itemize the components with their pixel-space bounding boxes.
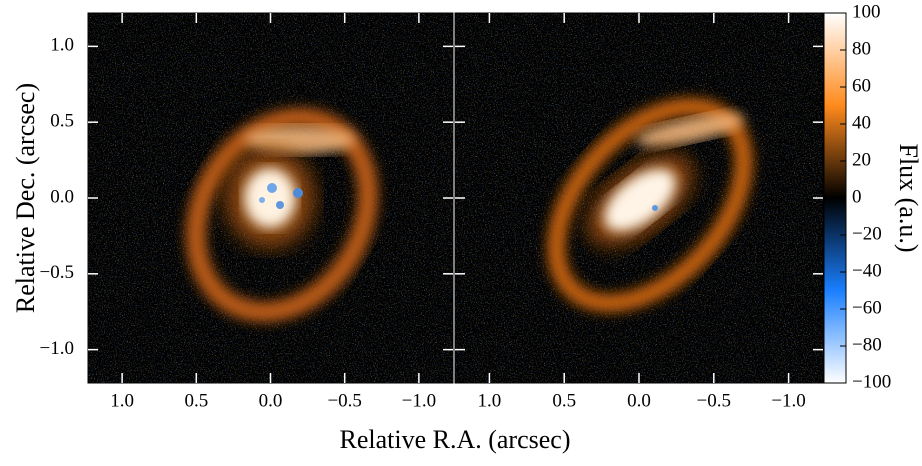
colorbar-label: Flux (a.u.): [894, 143, 922, 252]
y-tick-label: 0.0: [50, 186, 74, 207]
y-axis-label: Relative Dec. (arcsec): [11, 83, 40, 313]
y-tick-label: 0.5: [50, 111, 74, 132]
x-tick-label: 0.5: [552, 390, 576, 411]
x-tick-label: −1.0: [771, 390, 805, 411]
panel-2-image: [455, 13, 823, 383]
x-tick-label: −0.5: [327, 390, 361, 411]
panel-1-image: [88, 13, 453, 383]
x-tick-label: 1.0: [478, 390, 502, 411]
colorbar-tick-label: 100: [852, 1, 881, 22]
x-tick-label: −0.5: [697, 390, 731, 411]
x-tick-label: 0.5: [184, 390, 208, 411]
x-axis-label: Relative R.A. (arcsec): [339, 425, 570, 454]
y-tick-label: −1.0: [40, 338, 74, 359]
y-tick-label: −0.5: [40, 262, 74, 283]
colorbar-tick-label: −100: [852, 371, 891, 392]
colorbar-tick-label: −60: [852, 297, 882, 318]
colorbar-tick-label: 60: [852, 75, 871, 96]
x-tick-label: 1.0: [110, 390, 134, 411]
colorbar-tick-label: 0: [852, 186, 862, 207]
colorbar-tick-label: −20: [852, 223, 882, 244]
colorbar-tick-label: 80: [852, 38, 871, 59]
colorbar-tick-label: −40: [852, 260, 882, 281]
y-tick-label: 1.0: [50, 35, 74, 56]
x-tick-label: 0.0: [259, 390, 283, 411]
x-tick-label: 0.0: [627, 390, 651, 411]
colorbar-tick-label: −80: [852, 334, 882, 355]
colorbar-tick-label: 20: [852, 149, 871, 170]
colorbar-tick-label: 40: [852, 112, 871, 133]
x-tick-label: −1.0: [402, 390, 436, 411]
